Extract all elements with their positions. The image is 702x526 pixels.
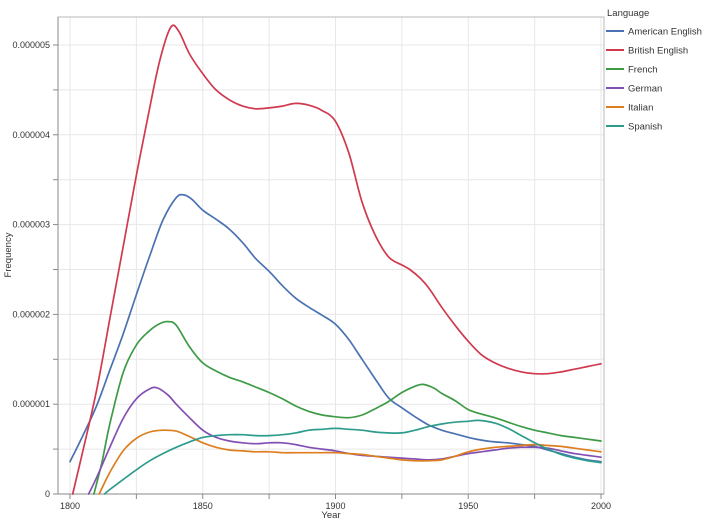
legend-label: British English [628,46,688,57]
series-lines [69,24,602,495]
legend-item-french: French [606,65,658,76]
axis-lines [57,17,604,495]
x-tick-label: 1900 [325,501,345,511]
series-line-american-english [69,193,602,463]
series-line-spanish [103,419,602,495]
legend-item-british-english: British English [606,46,688,57]
legend-item-italian: Italian [606,103,653,114]
x-axis-title: Year [321,510,340,521]
legend-label: Italian [628,103,653,114]
series-line-french [93,320,602,495]
axis-ticks [53,44,602,499]
legend: Language American English British English… [606,8,702,133]
y-tick-label: 0.000001 [12,399,50,409]
series-line-british-english [71,24,602,495]
legend-item-american-english: American English [606,27,702,38]
y-axis-title: Frequency [3,232,14,277]
legend-label: German [628,84,662,95]
plot-area-frame [57,16,605,495]
series-line-italian [98,429,602,495]
x-tick-label: 1950 [458,501,478,511]
legend-label: French [628,65,658,76]
legend-items: American English British English French Ger… [606,27,702,133]
x-tick-label: 1850 [193,501,213,511]
y-tick-label: 0.000004 [12,130,50,140]
axis-tick-labels: 0 0.000001 0.000002 0.000003 0.000004 0.00000… [12,40,611,511]
x-tick-label: 1800 [60,501,80,511]
y-tick-label: 0 [45,489,50,499]
legend-label: Spanish [628,122,662,133]
gridlines [58,17,604,494]
y-tick-label: 0.000003 [12,220,50,230]
legend-label: American English [628,27,702,38]
legend-item-spanish: Spanish [606,122,662,133]
legend-item-german: German [606,84,662,95]
series-line-german [87,386,602,495]
y-tick-label: 0.000005 [12,40,50,50]
legend-title: Language [607,8,649,19]
x-tick-label: 2000 [591,501,611,511]
y-tick-label: 0.000002 [12,309,50,319]
